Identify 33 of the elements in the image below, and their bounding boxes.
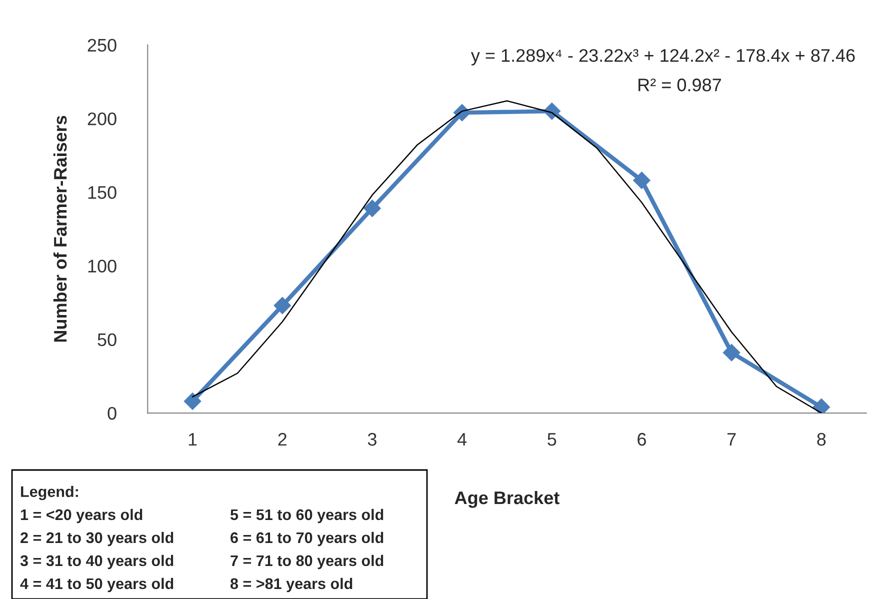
- text: 6 = 61 to 70 years old: [230, 532, 384, 546]
- point: [364, 200, 381, 217]
- text: 1 = <20 years old: [20, 508, 142, 524]
- x-tick-label: 2: [278, 432, 286, 446]
- annotation: R² = 0.987: [638, 78, 721, 92]
- point: [812, 398, 830, 414]
- x-tick-label: 4: [457, 433, 467, 446]
- text: 8 = >81 years old: [230, 578, 352, 592]
- annotation: y = 1.289x⁴ - 23.22x³ + 124.2x² - 178.4x + 87.46: [470, 49, 855, 66]
- y-tick-label: 50: [98, 333, 116, 346]
- point: [723, 344, 740, 362]
- text: Legend:: [21, 486, 78, 500]
- point: [274, 296, 291, 314]
- point: [633, 172, 650, 189]
- text: 5 = 51 to 60 years old: [230, 508, 384, 524]
- x-tick-label: 8: [817, 432, 826, 446]
- y-tick-label: 200: [88, 112, 116, 126]
- text: 7 = 71 to 80 years old: [230, 554, 384, 570]
- x-tick-label: 6: [638, 432, 646, 446]
- text: 4 = 41 to 50 years old: [20, 578, 174, 592]
- y-tick-label: 250: [88, 38, 116, 52]
- x-tick-label: 3: [368, 432, 376, 446]
- x-tick-label: 7: [727, 433, 736, 446]
- x-tick-label: 1: [188, 433, 197, 446]
- text: 2 = 21 to 30 years old: [20, 532, 174, 546]
- y-tick-label: 0: [108, 406, 116, 420]
- x-axis-title: Age Bracket: [454, 490, 560, 508]
- y-axis-title: Number of Farmer-Raisers: [53, 116, 67, 342]
- y-tick-label: 100: [88, 260, 116, 272]
- point: [184, 392, 202, 410]
- x-tick-label: 5: [548, 433, 556, 446]
- text: 3 = 31 to 40 years old: [20, 554, 174, 570]
- y-tick-label: 150: [88, 186, 116, 199]
